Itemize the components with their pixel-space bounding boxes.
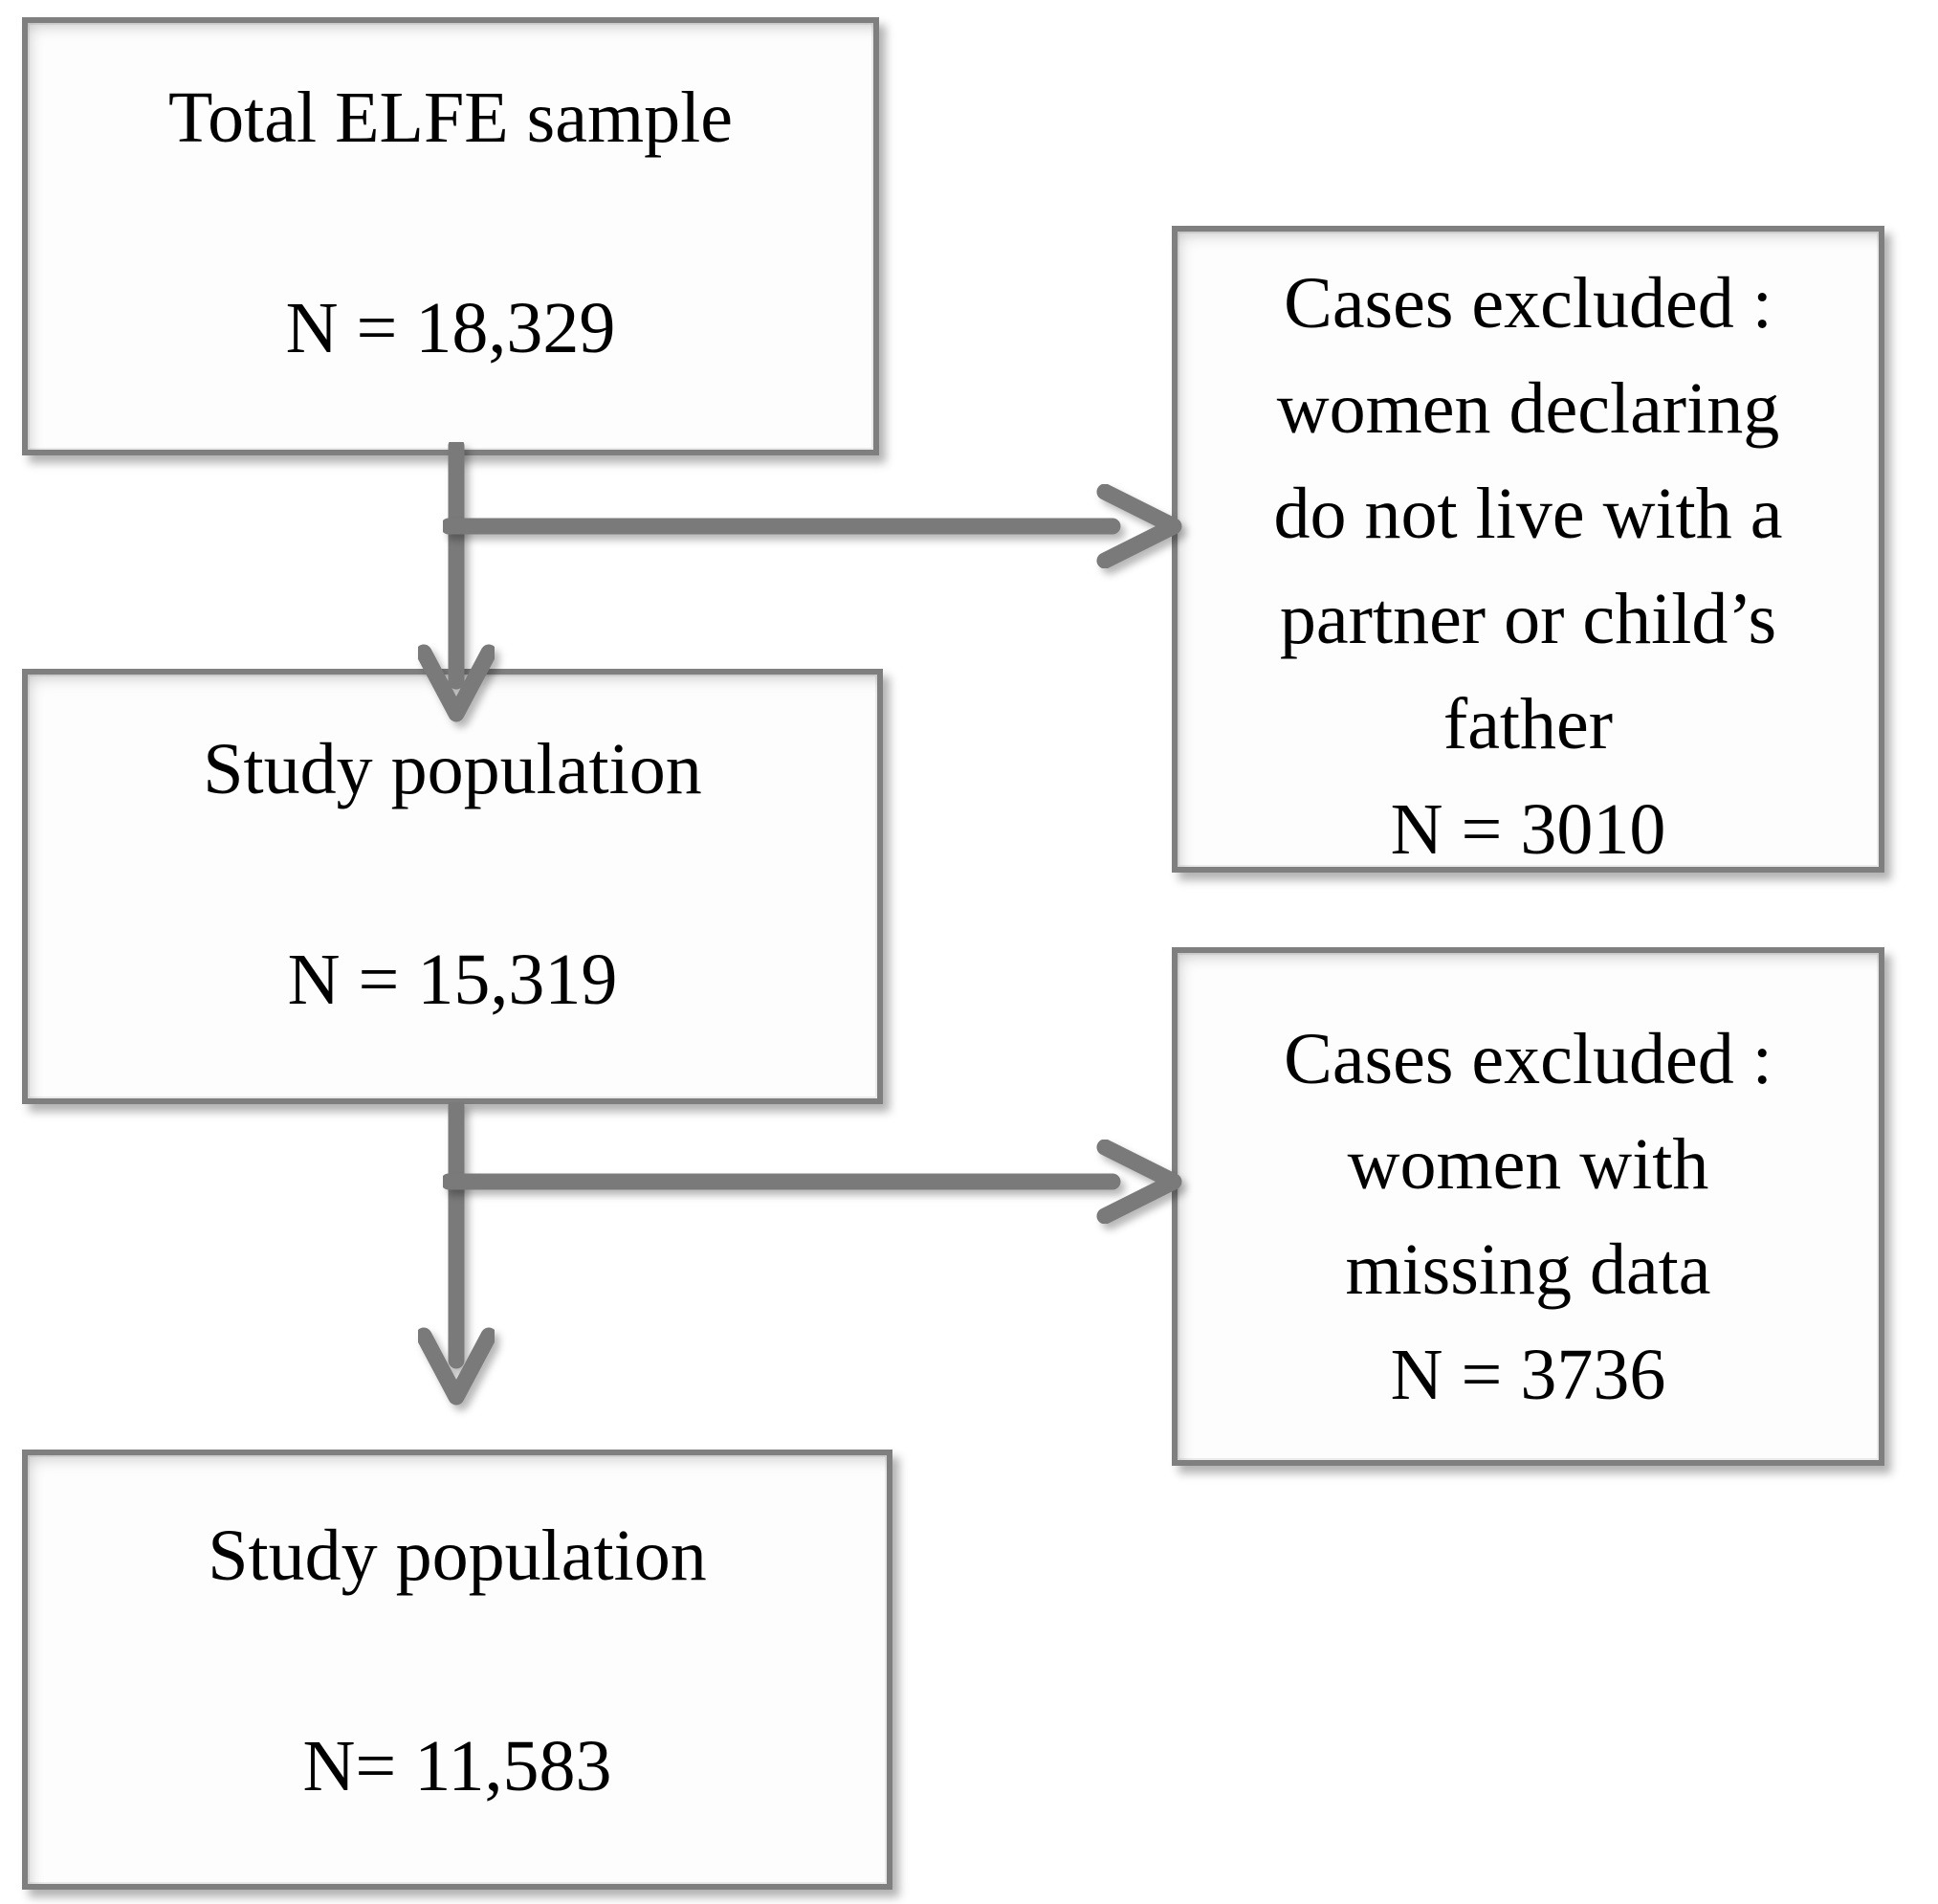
box-title: Study population bbox=[203, 729, 702, 809]
box-cases-excluded-missing: Cases excluded : women with missing data… bbox=[1172, 947, 1884, 1466]
excluded-line: father bbox=[1442, 684, 1614, 764]
box-n-value: N= 11,583 bbox=[302, 1726, 612, 1806]
excluded-line: Cases excluded : bbox=[1284, 1019, 1773, 1099]
box-total-elfe-sample: Total ELFE sample N = 18,329 bbox=[22, 17, 879, 455]
excluded-line: women declaring bbox=[1276, 368, 1780, 449]
box-title: Total ELFE sample bbox=[168, 77, 733, 158]
box-cases-excluded-partner: Cases excluded : women declaring do not … bbox=[1172, 226, 1884, 873]
arrow-down-icon bbox=[418, 1102, 495, 1406]
box-n-value: N = 15,319 bbox=[287, 940, 618, 1020]
box-study-population-2: Study population N= 11,583 bbox=[22, 1450, 892, 1890]
excluded-n-value: N = 3736 bbox=[1390, 1335, 1666, 1415]
excluded-line: women with bbox=[1347, 1124, 1709, 1205]
excluded-line: partner or child’s bbox=[1279, 579, 1777, 659]
arrow-right-icon bbox=[443, 484, 1182, 568]
excluded-line: Cases excluded : bbox=[1284, 263, 1773, 343]
excluded-line: do not live with a bbox=[1273, 474, 1783, 554]
arrow-right-icon bbox=[443, 1140, 1182, 1224]
arrow-down-icon bbox=[418, 442, 495, 722]
box-title: Study population bbox=[208, 1516, 707, 1596]
box-n-value: N = 18,329 bbox=[285, 288, 616, 368]
box-study-population-1: Study population N = 15,319 bbox=[22, 669, 883, 1104]
excluded-line: missing data bbox=[1345, 1229, 1711, 1310]
excluded-n-value: N = 3010 bbox=[1390, 789, 1666, 870]
